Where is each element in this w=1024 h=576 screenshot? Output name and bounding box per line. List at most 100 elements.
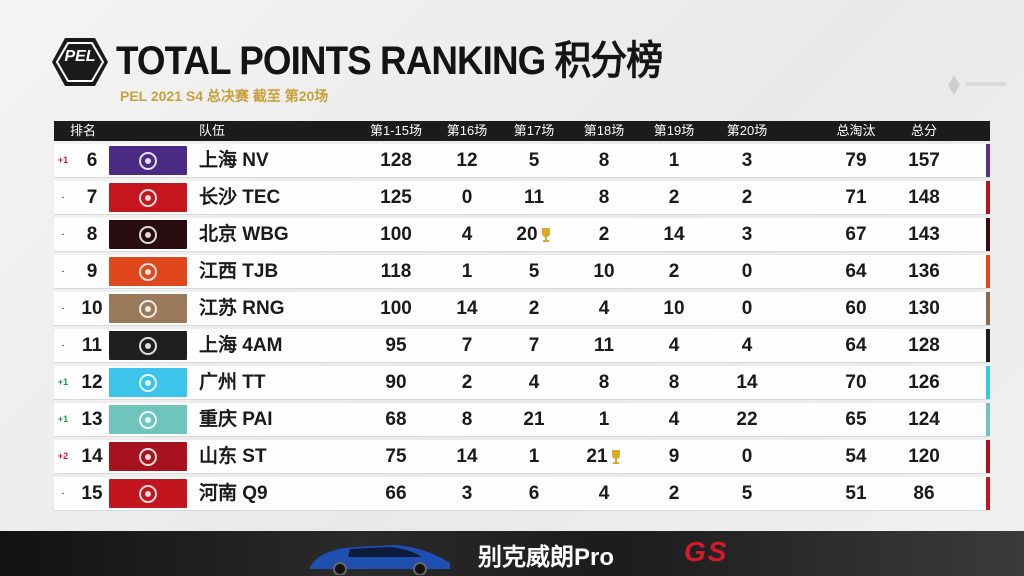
- rank: 13: [81, 409, 103, 430]
- cell-g1-15: 125: [380, 187, 412, 208]
- team-color-bar: [986, 477, 990, 510]
- cell-g16: 12: [456, 150, 478, 171]
- rank: 8: [86, 224, 98, 245]
- col-rank: 排名: [69, 123, 96, 138]
- team-logo-icon: [109, 183, 187, 212]
- cell-g17: 21: [523, 409, 545, 430]
- cell-g19: 2: [668, 187, 680, 208]
- cell-g18: 4: [598, 483, 610, 504]
- cell-g17: 1: [528, 446, 540, 467]
- rank: 14: [81, 446, 103, 467]
- team-color-bar: [986, 366, 990, 399]
- team-name: 长沙 TEC: [199, 187, 281, 208]
- cell-kills: 60: [845, 298, 867, 319]
- cell-g18: 10: [593, 261, 615, 282]
- cell-total: 143: [908, 224, 940, 245]
- rank: 7: [86, 187, 98, 208]
- col-team: 队伍: [199, 123, 226, 138]
- cell-g17: 5: [528, 261, 540, 282]
- cell-total: 148: [908, 187, 940, 208]
- cell-g16: 8: [461, 409, 473, 430]
- team-name: 上海 4AM: [199, 335, 283, 356]
- cell-g1-15: 118: [380, 261, 412, 282]
- col-kills: 总淘汰: [836, 123, 876, 138]
- cell-g20: 5: [741, 483, 753, 504]
- cell-g18: 8: [598, 187, 610, 208]
- cell-g18: 2: [598, 224, 610, 245]
- cell-total: 120: [908, 446, 940, 467]
- team-color-bar: [986, 292, 990, 325]
- sponsor-gs: GS: [684, 536, 729, 567]
- rank-change: -: [61, 192, 65, 202]
- table-row: -10 江苏 RNG 100 14 2 4 10 0 60 130: [54, 292, 990, 326]
- cell-g19: 2: [668, 261, 680, 282]
- rank: 15: [81, 483, 103, 504]
- car-icon: [310, 545, 450, 575]
- cell-kills: 79: [845, 150, 867, 171]
- cell-total: 157: [908, 150, 940, 171]
- table-row: -8 北京 WBG 100 4 20 2 14 3 67 143: [54, 218, 990, 252]
- table-row: - 15 河南 Q9 66 3 6 4 2 5 51 86: [54, 477, 990, 511]
- team-logo-icon: [109, 368, 187, 397]
- rank: 12: [81, 372, 103, 393]
- cell-g18: 4: [598, 298, 610, 319]
- rank: 11: [81, 335, 103, 356]
- cell-g17: 11: [523, 187, 545, 208]
- title-cn: 积分榜: [554, 38, 664, 84]
- team-color-bar: [986, 329, 990, 362]
- table-body: +1 6 上海 NV 128 12 5 8 1 3 79 157-7 长沙 TEC 125 0 11 8 2…: [54, 144, 990, 511]
- cell-g20: 14: [736, 372, 758, 393]
- cell-g20: 3: [741, 150, 753, 171]
- cell-g20: 0: [741, 446, 753, 467]
- sponsor-brand: 别克威朗Pro: [478, 544, 615, 571]
- cell-g16: 0: [461, 187, 473, 208]
- team-logo-icon: [109, 331, 187, 360]
- team-color-bar: [986, 144, 990, 177]
- cell-g17: 20: [502, 218, 566, 251]
- cell-g18: 8: [598, 372, 610, 393]
- team-name: 江苏 RNG: [199, 298, 285, 319]
- team-name: 北京 WBG: [199, 224, 289, 245]
- page-title: TOTAL POINTS RANKING 积分榜: [116, 38, 710, 84]
- cell-g19: 14: [663, 224, 685, 245]
- cell-kills: 54: [845, 446, 867, 467]
- cell-g1-15: 68: [385, 409, 407, 430]
- cell-g18: 1: [598, 409, 610, 430]
- team-name: 重庆 PAI: [199, 409, 273, 430]
- cell-g19: 10: [663, 298, 685, 319]
- pel-logo-text: PEL: [64, 48, 96, 65]
- cell-total: 124: [908, 409, 940, 430]
- team-logo-icon: [109, 442, 187, 471]
- cell-g1-15: 128: [380, 150, 412, 171]
- sponsor-banner: 别克威朗Pro GS: [0, 531, 1024, 576]
- cell-kills: 64: [845, 261, 867, 282]
- team-color-bar: [986, 403, 990, 436]
- table-row: +1 12 广州 TT 90 2 4 8 8 14 70 126: [54, 366, 990, 400]
- header: PEL TOTAL POINTS RANKING 积分榜 PEL 2021 S4 …: [50, 30, 663, 110]
- table-row: +1 6 上海 NV 128 12 5 8 1 3 79 157: [54, 144, 990, 178]
- cell-g1-15: 75: [385, 446, 407, 467]
- cell-g20: 4: [741, 335, 753, 356]
- cell-g20: 2: [741, 187, 753, 208]
- cell-g18: 8: [598, 150, 610, 171]
- cell-kills: 67: [845, 224, 867, 245]
- cell-kills: 71: [845, 187, 867, 208]
- cell-g19: 2: [668, 483, 680, 504]
- team-color-bar: [986, 440, 990, 473]
- trophy-icon: [541, 227, 550, 242]
- table-row: +1 13 重庆 PAI 68 8 21 1 4 22 65 124: [54, 403, 990, 437]
- rank-change: +1: [57, 377, 69, 387]
- pel-logo: [52, 38, 108, 86]
- cell-total: 136: [908, 261, 940, 282]
- team-name: 江西 TJB: [199, 261, 279, 282]
- cell-total: 130: [908, 298, 940, 319]
- cell-g1-15: 100: [380, 298, 412, 319]
- cell-g20: 3: [741, 224, 753, 245]
- cell-kills: 51: [845, 483, 867, 504]
- cell-g17: 6: [528, 483, 540, 504]
- rank: 9: [86, 261, 98, 282]
- team-logo-icon: [109, 405, 187, 434]
- rank: 10: [81, 298, 103, 319]
- cell-total: 126: [908, 372, 940, 393]
- cell-g19: 4: [668, 335, 680, 356]
